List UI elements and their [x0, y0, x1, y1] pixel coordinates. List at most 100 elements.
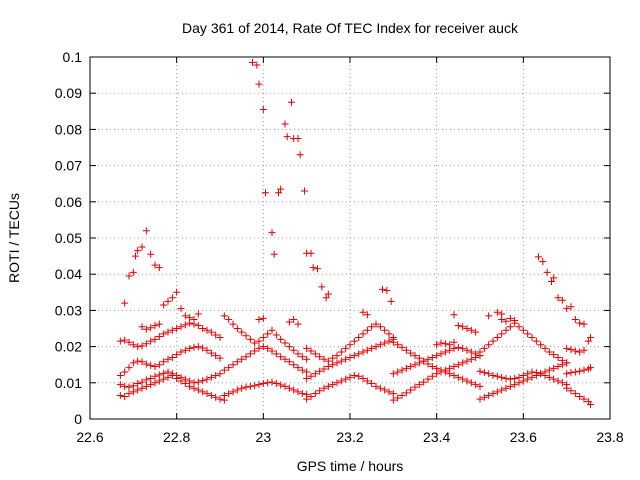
data-point — [181, 321, 189, 329]
data-point — [134, 343, 142, 351]
data-point — [558, 356, 566, 364]
plot-frame — [89, 56, 611, 420]
data-point — [329, 354, 337, 362]
data-point — [121, 368, 129, 376]
data-point — [199, 325, 207, 332]
data-point — [506, 314, 514, 322]
data-point — [294, 350, 302, 358]
data-point — [155, 361, 163, 369]
data-point — [387, 297, 395, 305]
data-point — [415, 381, 423, 389]
data-point — [402, 346, 410, 354]
data-point — [441, 368, 449, 376]
data-point — [164, 328, 172, 336]
data-point — [584, 337, 592, 345]
data-point — [372, 320, 380, 328]
data-point — [316, 367, 324, 375]
data-point — [563, 384, 571, 392]
data-point — [355, 350, 363, 358]
data-point — [121, 382, 129, 390]
data-point — [383, 286, 391, 294]
data-point — [385, 388, 393, 396]
y-tick-label: 0.03 — [55, 302, 82, 318]
data-point — [576, 348, 584, 356]
data-point — [164, 355, 172, 363]
data-point — [199, 344, 207, 352]
data-point — [511, 374, 519, 382]
data-point — [151, 372, 159, 380]
data-point — [116, 372, 124, 380]
x-tick-label: 23.6 — [510, 429, 537, 445]
data-point — [545, 373, 553, 381]
y-tick-label: 0.02 — [55, 339, 82, 355]
data-point — [268, 347, 276, 355]
data-point — [567, 345, 575, 353]
data-point — [545, 366, 553, 374]
data-point — [160, 330, 168, 338]
data-point — [376, 323, 384, 331]
data-point — [121, 393, 129, 401]
data-point — [476, 348, 484, 356]
data-point — [411, 352, 419, 360]
y-tick-label: 0.08 — [55, 121, 82, 137]
data-point — [268, 326, 276, 334]
data-point — [207, 328, 215, 336]
data-point — [255, 381, 263, 389]
data-point — [290, 361, 298, 369]
data-point — [147, 337, 155, 345]
data-point — [255, 337, 263, 345]
data-point — [212, 393, 220, 401]
data-point — [550, 274, 558, 282]
data-point — [528, 334, 536, 342]
data-point — [355, 372, 363, 380]
data-point — [402, 389, 410, 397]
data-point — [147, 361, 155, 369]
data-point — [563, 344, 571, 352]
data-point — [368, 323, 376, 331]
data-point — [587, 401, 594, 409]
data-point — [550, 375, 558, 383]
data-point — [307, 249, 315, 257]
data-point — [233, 358, 241, 366]
y-tick-label: 0.06 — [55, 194, 82, 210]
data-point — [463, 325, 471, 332]
data-point — [177, 348, 185, 356]
data-point — [563, 370, 571, 378]
data-point — [548, 277, 555, 285]
data-point — [342, 355, 350, 363]
data-point — [225, 390, 233, 398]
data-point — [389, 370, 397, 378]
data-point — [138, 243, 146, 251]
data-point — [502, 317, 510, 325]
data-point — [309, 264, 317, 272]
data-point — [407, 349, 415, 357]
data-point — [346, 373, 354, 381]
data-point — [125, 272, 133, 280]
data-point — [220, 366, 228, 374]
data-point — [381, 386, 389, 394]
data-point — [450, 338, 458, 346]
data-point — [394, 368, 402, 376]
data-point — [411, 383, 419, 391]
data-point — [212, 331, 220, 339]
data-point — [207, 349, 215, 357]
data-point — [467, 326, 475, 334]
data-point — [281, 339, 289, 347]
data-point — [259, 343, 267, 351]
data-point — [259, 314, 267, 322]
data-point — [320, 355, 328, 363]
data-point — [259, 334, 267, 342]
data-point — [545, 348, 553, 356]
data-point — [376, 384, 384, 392]
data-point — [121, 299, 129, 307]
data-point — [467, 379, 475, 387]
data-point — [277, 335, 285, 343]
data-point — [238, 355, 246, 363]
data-point — [303, 395, 311, 403]
data-point — [229, 388, 237, 396]
data-point — [394, 341, 402, 349]
data-point — [498, 330, 506, 338]
data-point — [437, 339, 445, 347]
data-point — [493, 308, 501, 316]
data-point — [125, 338, 133, 346]
